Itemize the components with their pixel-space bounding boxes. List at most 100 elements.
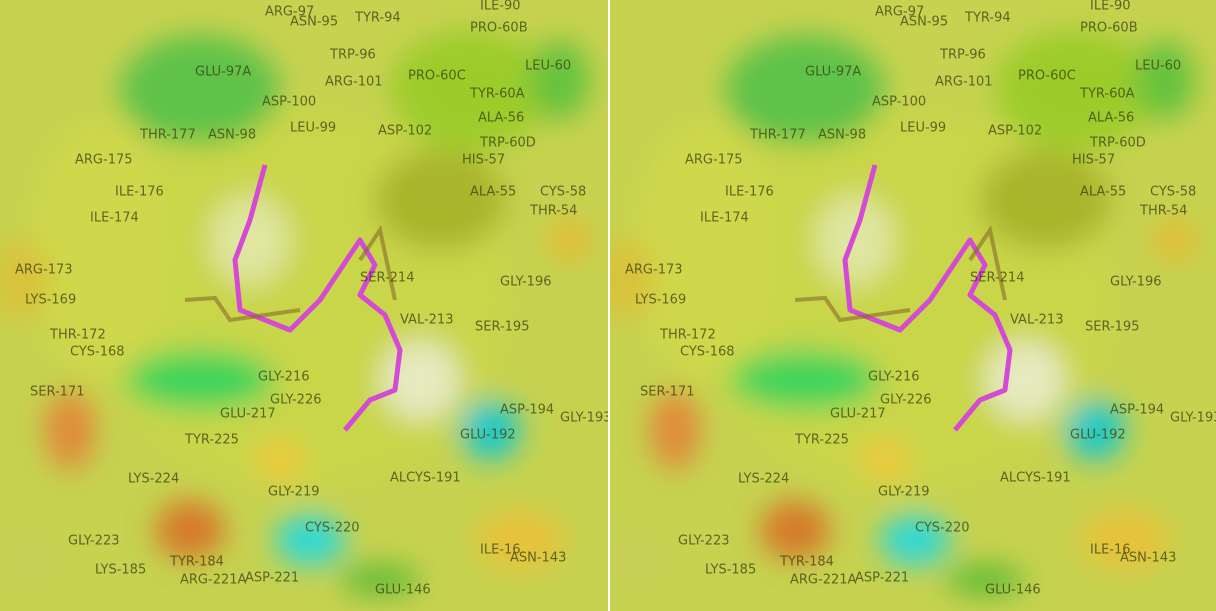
residue-label: THR-177 <box>139 128 196 143</box>
residue-label: LEU-60 <box>525 59 571 74</box>
residue-label: GLY-226 <box>270 393 322 408</box>
residue-label: GLY-193 <box>1170 411 1216 426</box>
residue-label: TYR-184 <box>779 555 834 570</box>
residue-label: ARG-173 <box>15 263 73 278</box>
ligand <box>232 164 403 432</box>
surface-patch <box>730 350 880 410</box>
surface-patch <box>375 150 505 250</box>
residue-label: GLY-219 <box>268 485 320 500</box>
residue-label: ASP-221 <box>245 571 299 586</box>
residue-label: GLU-192 <box>460 428 516 443</box>
surface-patch <box>340 565 420 595</box>
surface-patch <box>1155 220 1195 260</box>
residue-label: GLU-217 <box>220 407 276 422</box>
residue-label: TRP-60D <box>1089 136 1146 151</box>
surface <box>610 30 1195 595</box>
residue-label: GLY-196 <box>1110 275 1162 290</box>
residue-label: CYS-168 <box>70 345 125 360</box>
surface-patch <box>530 40 590 120</box>
residue-label: LEU-99 <box>290 121 336 136</box>
residue-label: SER-171 <box>640 385 694 400</box>
residue-label: GLY-223 <box>68 534 120 549</box>
residue-label: CYS-220 <box>915 521 970 536</box>
residue-label: TRP-96 <box>939 48 986 63</box>
surface-patch <box>550 220 590 260</box>
residue-label: ASP-194 <box>500 403 554 418</box>
residue-label: ARG-97 <box>265 5 314 20</box>
residue-label: TRP-96 <box>329 48 376 63</box>
residue-label: LYS-224 <box>128 472 179 487</box>
surface-patch <box>635 120 775 380</box>
surface-patch <box>985 340 1065 420</box>
residue-label: ASN-95 <box>900 15 948 30</box>
surface-patch <box>255 440 305 480</box>
residue-label: GLY-193 <box>560 411 612 426</box>
residue-label: ILE-174 <box>90 211 139 226</box>
residue-label: TYR-60A <box>469 87 525 102</box>
residue-label: ILE-90 <box>1090 0 1131 14</box>
residue-label: LYS-169 <box>25 293 76 308</box>
residue-label: ALA-56 <box>478 111 524 126</box>
residue-label: ARG-175 <box>75 153 133 168</box>
residue-label: SER-195 <box>1085 320 1139 335</box>
residue-label: TRP-60D <box>479 136 536 151</box>
residue-label: LEU-99 <box>900 121 946 136</box>
residue-label: GLY-216 <box>258 370 310 385</box>
residue-label: CYS-58 <box>540 185 586 200</box>
surface-patch <box>880 515 950 565</box>
surface-patch <box>0 240 50 320</box>
residue-label: ALCYS-191 <box>390 471 461 486</box>
residue-label: GLY-226 <box>880 393 932 408</box>
residue-label: ARG-101 <box>325 75 383 90</box>
surface-patch <box>460 400 520 460</box>
residue-label: GLY-216 <box>868 370 920 385</box>
residue-label: THR-172 <box>49 328 106 343</box>
residue-label: ASN-143 <box>510 551 566 566</box>
residue-label: TYR-94 <box>964 11 1011 26</box>
residue-label: ASP-102 <box>378 124 432 139</box>
residue-label: TYR-225 <box>794 433 849 448</box>
residue-label: CYS-168 <box>680 345 735 360</box>
residue-label: ARG-175 <box>685 153 743 168</box>
residue-label: PRO-60C <box>1018 69 1076 84</box>
surface-patch <box>1065 400 1125 460</box>
residue-label: HIS-57 <box>1072 153 1115 168</box>
residue-label: ASP-100 <box>872 95 926 110</box>
residue-label: GLY-196 <box>500 275 552 290</box>
residue-label: ALCYS-191 <box>1000 471 1071 486</box>
residue-label: ARG-101 <box>935 75 993 90</box>
residue-label: GLU-192 <box>1070 428 1126 443</box>
residue-label: ASN-143 <box>1120 551 1176 566</box>
surface-patch <box>30 120 170 380</box>
residue-label: VAL-213 <box>1010 313 1063 328</box>
residue-label: ALA-55 <box>470 185 516 200</box>
residue-label: LYS-224 <box>738 472 789 487</box>
residue-label: ALA-55 <box>1080 185 1126 200</box>
surface-patch <box>1080 510 1170 570</box>
residue-label: GLU-146 <box>375 583 431 598</box>
residue-label: THR-54 <box>1139 204 1187 219</box>
residue-label: GLU-97A <box>195 65 251 80</box>
surface-patch <box>860 440 910 480</box>
residue-label: ARG-97 <box>875 5 924 20</box>
residue-label: THR-177 <box>749 128 806 143</box>
residue-label: ASP-100 <box>262 95 316 110</box>
residue-label: ALA-56 <box>1088 111 1134 126</box>
surface-patch <box>390 30 550 150</box>
ligand-secondary <box>794 224 1007 323</box>
residue-label: ILE-16 <box>480 543 521 558</box>
residue-label: TYR-94 <box>354 11 401 26</box>
surface-patch <box>615 535 655 585</box>
surface-patch <box>995 30 1155 150</box>
surface-patch <box>610 240 655 320</box>
surface-patch <box>475 510 565 570</box>
residue-label: CYS-220 <box>305 521 360 536</box>
residue-label: ILE-174 <box>700 211 749 226</box>
residue-label: PRO-60B <box>470 21 528 36</box>
residue-label: HIS-57 <box>462 153 505 168</box>
